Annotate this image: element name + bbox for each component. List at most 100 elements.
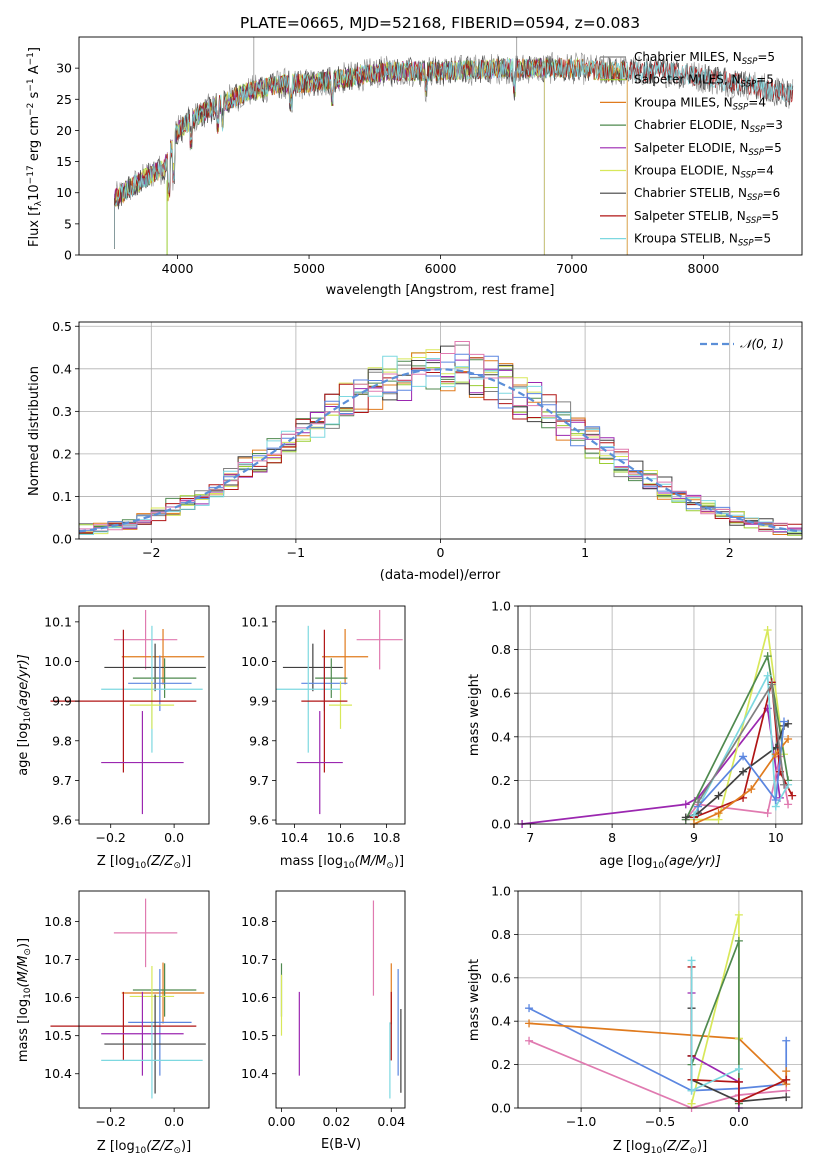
mass-vs-EBV-xlabel: E(B-V)	[321, 1137, 361, 1152]
y-tick-label: 9.7	[52, 773, 72, 788]
mass-vs-Z-plot-area	[50, 898, 206, 1099]
weight-line	[528, 1007, 788, 1092]
weight-marker	[767, 680, 776, 689]
weight-marker	[687, 1086, 696, 1095]
weight-marker	[782, 1067, 791, 1076]
axes-frame	[517, 605, 803, 825]
spectrum-ylabel: Flux [fλ10−17 erg cm−2 s−1 A−1]	[26, 47, 44, 247]
legend-label: Chabrier STELIB, NSSP=6	[634, 186, 780, 203]
weight-vs-Z-axes: −1.0 −0.5 0.0 0.0 0.2 0.4 0.6 0.8 1.0	[491, 884, 803, 1129]
y-tick-label: 10.6	[44, 990, 72, 1005]
spectrum-xlabel: wavelength [Angstrom, rest frame]	[326, 283, 555, 298]
y-tick-label: 10.0	[241, 654, 269, 669]
age-vs-Z-panel: −0.2 0.0 9.6 9.7 9.8 9.9 10.0 10.1 Z [log10(Z/Z…	[16, 605, 210, 871]
age-vs-mass-xlabel: mass [log10(M/M⊙)]	[280, 854, 404, 871]
y-tick-label: 20	[56, 123, 72, 138]
y-tick-label: 10.8	[44, 914, 72, 929]
y-tick-label: 1.0	[491, 599, 511, 614]
weight-line	[693, 672, 789, 816]
y-tick-label: 0.3	[52, 404, 72, 419]
axes-frame	[78, 890, 210, 1109]
y-tick-label: 0.2	[491, 773, 511, 788]
weight-vs-age-ylabel: mass weight	[467, 674, 482, 756]
y-tick-label: 10.0	[44, 654, 72, 669]
weight-marker	[734, 1077, 743, 1086]
weight-marker	[714, 791, 723, 800]
legend-label: Salpeter ELODIE, NSSP=5	[634, 141, 782, 158]
x-tick-label: 0.04	[377, 1114, 405, 1129]
x-tick-label: 4000	[162, 261, 194, 276]
y-tick-label: 0.8	[491, 642, 511, 657]
weight-marker	[687, 956, 696, 965]
weight-marker	[782, 1036, 791, 1045]
weight-marker	[763, 625, 772, 634]
legend-label: Kroupa STELIB, NSSP=5	[634, 232, 771, 249]
weight-marker	[694, 798, 703, 807]
y-tick-label: 30	[56, 61, 72, 76]
y-tick-label: 10.7	[44, 952, 72, 967]
y-tick-label: 15	[56, 154, 72, 169]
y-tick-label: 9.9	[52, 694, 72, 709]
x-tick-label: 0.00	[268, 1114, 296, 1129]
normal-curve	[78, 368, 803, 533]
y-tick-label: 10.1	[44, 614, 72, 629]
y-tick-label: 10.4	[44, 1066, 72, 1081]
weight-line	[690, 960, 740, 1092]
weight-vs-age-plot-area	[518, 605, 802, 828]
y-tick-label: 9.8	[52, 733, 72, 748]
weight-marker	[734, 936, 743, 945]
x-tick-label: 10	[768, 830, 784, 845]
x-tick-label: 8	[608, 830, 616, 845]
y-tick-label: 0.0	[491, 1101, 511, 1116]
mass-vs-Z-axes: −0.2 0.0 10.4 10.5 10.6 10.7 10.8	[44, 890, 210, 1129]
spectrum-legend: Chabrier MILES, NSSP=5 Salpeter MILES, NS…	[600, 50, 783, 249]
x-tick-label: −0.2	[96, 1114, 126, 1129]
y-tick-label: 9.7	[249, 773, 269, 788]
x-tick-label: −1.0	[566, 1114, 596, 1129]
weight-marker	[525, 1036, 534, 1045]
y-tick-label: 0.0	[491, 817, 511, 832]
weight-marker	[771, 750, 780, 759]
spectrum-panel: 4000 5000 6000 7000 8000 0 5 10 15 20 25 30 Chabrie…	[26, 36, 803, 298]
y-tick-label: 9.6	[52, 813, 72, 828]
age-vs-mass-plot-area	[276, 609, 403, 815]
x-tick-label: 1	[581, 545, 589, 560]
x-tick-label: −1	[287, 545, 305, 560]
y-tick-label: 9.6	[249, 813, 269, 828]
y-tick-label: 10.1	[241, 614, 269, 629]
weight-marker	[782, 1093, 791, 1102]
y-tick-label: 0.1	[52, 489, 72, 504]
age-vs-Z-plot-area	[50, 609, 206, 815]
x-tick-label: 2	[726, 545, 734, 560]
spectrum-series-line	[114, 57, 628, 255]
y-tick-label: 10.8	[241, 914, 269, 929]
x-tick-label: 6000	[425, 261, 457, 276]
x-tick-label: 10.4	[281, 830, 309, 845]
residual-legend: 𝒩(0, 1)	[700, 337, 784, 351]
weight-marker	[734, 1097, 743, 1106]
y-tick-label: 0.5	[52, 319, 72, 334]
y-tick-label: 0.4	[491, 1014, 511, 1029]
spectrum-series-line	[114, 58, 794, 249]
x-tick-label: −0.2	[96, 830, 126, 845]
age-vs-Z-axes: −0.2 0.0 9.6 9.7 9.8 9.9 10.0 10.1	[44, 605, 210, 845]
weight-marker	[788, 791, 797, 800]
y-tick-label: 10.4	[241, 1066, 269, 1081]
weight-marker	[782, 1075, 791, 1084]
weight-vs-age-axes: 7 8 9 10 0.0 0.2 0.4 0.6 0.8 1.0	[491, 599, 803, 845]
mass-vs-EBV-plot-area	[280, 900, 402, 1099]
weight-vs-Z-panel: −1.0 −0.5 0.0 0.0 0.2 0.4 0.6 0.8 1.0 Z [log10(Z…	[467, 884, 803, 1156]
weight-vs-age-panel: 7 8 9 10 0.0 0.2 0.4 0.6 0.8 1.0 age [log10(age/y…	[467, 599, 803, 871]
residual-ylabel: Normed distribution	[27, 366, 42, 496]
legend-label: Chabrier MILES, NSSP=5	[634, 50, 775, 67]
weight-marker	[734, 910, 743, 919]
x-tick-label: 9	[690, 830, 698, 845]
legend-label: Salpeter MILES, NSSP=5	[634, 73, 774, 90]
mass-vs-Z-panel: −0.2 0.0 10.4 10.5 10.6 10.7 10.8 Z [log10(Z/Z…	[16, 890, 210, 1156]
axes-frame	[275, 890, 406, 1109]
weight-marker	[784, 719, 793, 728]
y-tick-label: 1.0	[491, 884, 511, 899]
weight-vs-age-xlabel: age [log10(age/yr)]	[599, 854, 721, 871]
weight-marker	[739, 752, 748, 761]
